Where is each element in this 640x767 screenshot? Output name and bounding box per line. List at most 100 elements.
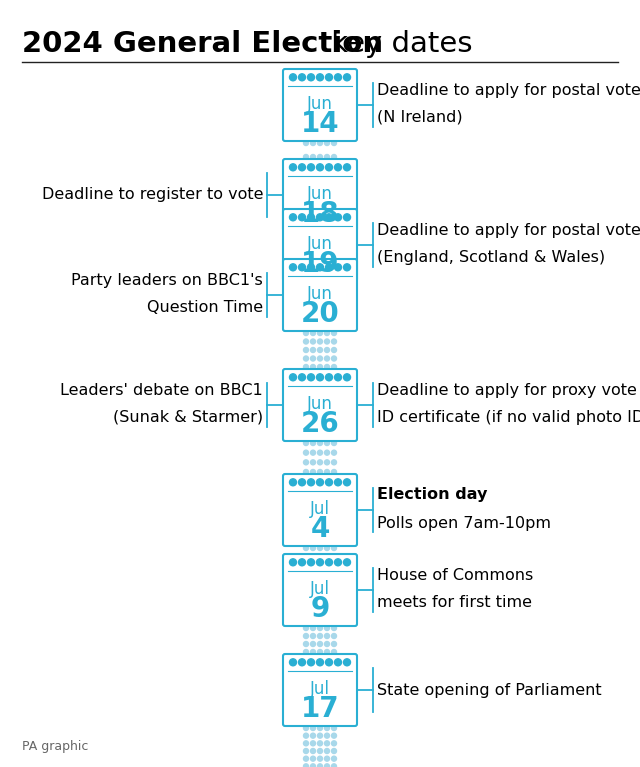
Circle shape: [303, 140, 308, 146]
Circle shape: [332, 650, 337, 654]
Circle shape: [324, 440, 330, 446]
Circle shape: [310, 460, 316, 465]
Circle shape: [324, 356, 330, 361]
Circle shape: [289, 164, 296, 171]
Circle shape: [332, 764, 337, 767]
Text: House of Commons: House of Commons: [377, 568, 533, 583]
Circle shape: [310, 650, 316, 654]
Circle shape: [310, 469, 316, 475]
Circle shape: [332, 460, 337, 465]
Circle shape: [303, 634, 308, 638]
Circle shape: [303, 450, 308, 455]
Circle shape: [310, 356, 316, 361]
Circle shape: [326, 214, 333, 221]
Text: Deadline to apply for proxy vote &: Deadline to apply for proxy vote &: [377, 383, 640, 398]
Circle shape: [317, 641, 323, 647]
Circle shape: [335, 559, 342, 566]
Circle shape: [332, 331, 337, 335]
Circle shape: [303, 756, 308, 761]
Circle shape: [310, 626, 316, 630]
Circle shape: [344, 559, 351, 566]
Text: (England, Scotland & Wales): (England, Scotland & Wales): [377, 250, 605, 265]
Circle shape: [324, 364, 330, 370]
FancyBboxPatch shape: [283, 474, 357, 546]
Text: 18: 18: [301, 200, 339, 228]
Text: 17: 17: [301, 695, 339, 723]
Circle shape: [324, 726, 330, 730]
FancyBboxPatch shape: [283, 369, 357, 441]
Circle shape: [310, 364, 316, 370]
Circle shape: [307, 559, 314, 566]
Circle shape: [317, 626, 323, 630]
Circle shape: [307, 74, 314, 81]
Circle shape: [303, 764, 308, 767]
FancyBboxPatch shape: [283, 554, 357, 626]
Circle shape: [298, 74, 305, 81]
Circle shape: [303, 749, 308, 753]
Circle shape: [310, 641, 316, 647]
Circle shape: [324, 339, 330, 344]
Circle shape: [326, 164, 333, 171]
Circle shape: [303, 347, 308, 353]
Circle shape: [324, 749, 330, 753]
Circle shape: [310, 749, 316, 753]
Circle shape: [317, 764, 323, 767]
Circle shape: [332, 440, 337, 446]
Text: Jun: Jun: [307, 285, 333, 303]
Text: 2024 General Election: 2024 General Election: [22, 30, 383, 58]
Text: Leaders' debate on BBC1: Leaders' debate on BBC1: [60, 383, 263, 398]
Circle shape: [307, 264, 314, 271]
Circle shape: [332, 347, 337, 353]
Circle shape: [310, 756, 316, 761]
Text: (N Ireland): (N Ireland): [377, 110, 463, 125]
Circle shape: [298, 659, 305, 666]
Circle shape: [332, 626, 337, 630]
Text: PA graphic: PA graphic: [22, 740, 88, 753]
Circle shape: [317, 659, 323, 666]
Text: 4: 4: [310, 515, 330, 543]
Text: Question Time: Question Time: [147, 300, 263, 315]
Circle shape: [307, 374, 314, 380]
Circle shape: [317, 756, 323, 761]
Circle shape: [324, 347, 330, 353]
Circle shape: [317, 339, 323, 344]
Circle shape: [332, 140, 337, 146]
Circle shape: [317, 440, 323, 446]
Circle shape: [289, 264, 296, 271]
Text: Deadline to apply for postal vote: Deadline to apply for postal vote: [377, 83, 640, 98]
Circle shape: [332, 641, 337, 647]
Text: Jul: Jul: [310, 680, 330, 698]
Circle shape: [310, 450, 316, 455]
Circle shape: [303, 460, 308, 465]
Circle shape: [332, 356, 337, 361]
Circle shape: [303, 741, 308, 746]
Text: Jul: Jul: [310, 580, 330, 598]
Text: Jun: Jun: [307, 95, 333, 113]
Circle shape: [326, 659, 333, 666]
Circle shape: [317, 741, 323, 746]
Circle shape: [317, 154, 323, 160]
Circle shape: [324, 756, 330, 761]
Circle shape: [332, 733, 337, 738]
Text: Jul: Jul: [310, 500, 330, 518]
Circle shape: [303, 356, 308, 361]
Text: Polls open 7am-10pm: Polls open 7am-10pm: [377, 516, 551, 531]
Circle shape: [332, 469, 337, 475]
Circle shape: [310, 154, 316, 160]
Circle shape: [335, 479, 342, 486]
Circle shape: [326, 264, 333, 271]
Text: Jun: Jun: [307, 185, 333, 203]
Circle shape: [344, 374, 351, 380]
Circle shape: [344, 479, 351, 486]
Circle shape: [335, 214, 342, 221]
Circle shape: [344, 214, 351, 221]
Circle shape: [303, 726, 308, 730]
Circle shape: [344, 164, 351, 171]
Circle shape: [344, 659, 351, 666]
Circle shape: [310, 331, 316, 335]
Circle shape: [317, 469, 323, 475]
Circle shape: [317, 726, 323, 730]
Circle shape: [289, 214, 296, 221]
Circle shape: [307, 479, 314, 486]
Circle shape: [324, 741, 330, 746]
